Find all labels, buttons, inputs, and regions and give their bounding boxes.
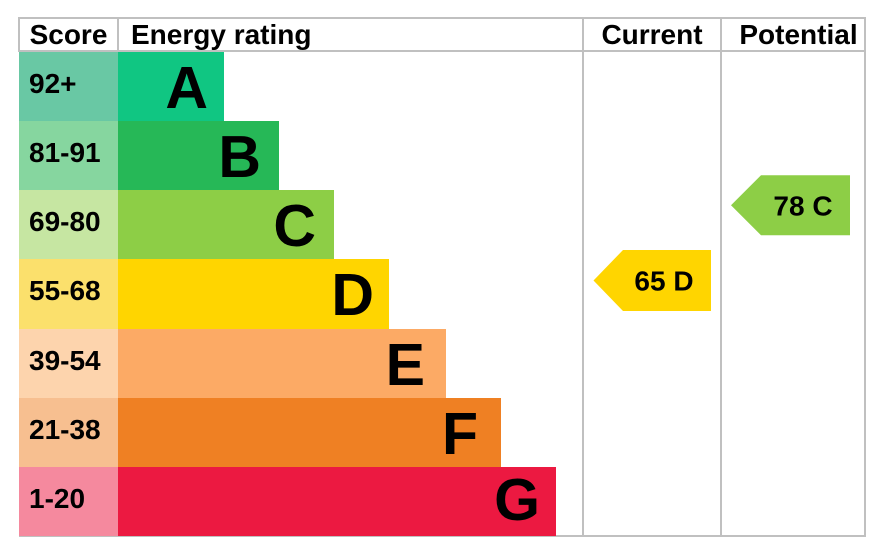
svg-text:65 D: 65 D xyxy=(634,266,693,297)
svg-text:78 C: 78 C xyxy=(773,190,832,221)
